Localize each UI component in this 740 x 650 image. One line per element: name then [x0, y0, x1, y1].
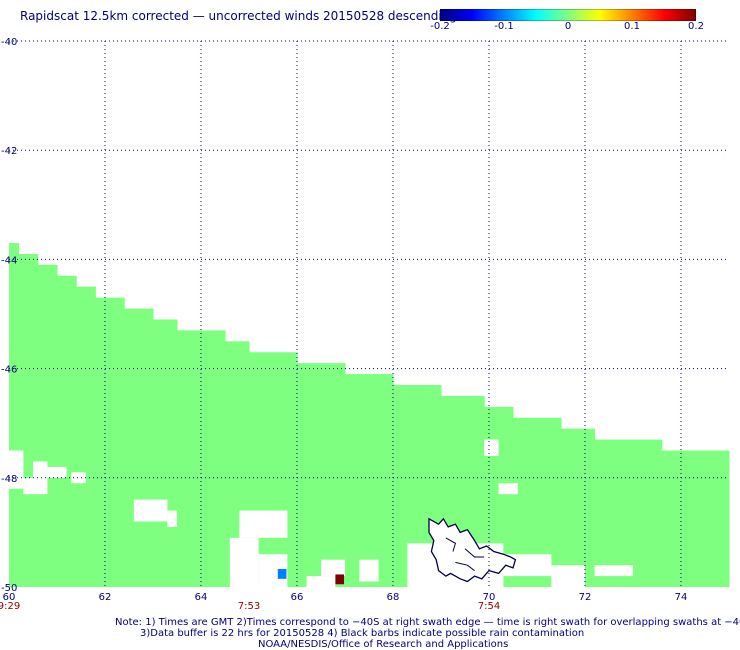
no-data-region	[229, 537, 259, 587]
no-data-region	[306, 576, 336, 587]
colorbar-labels: -0.2 -0.1 0 0.1 0.2	[420, 21, 720, 35]
no-data-region	[551, 565, 585, 587]
no-data-region	[167, 510, 177, 527]
x-tick-label: 62	[99, 592, 112, 603]
y-tick-label: -42	[1, 146, 17, 157]
swath-column	[153, 319, 178, 587]
axis-labels: 60 62 64 66 68 70 72 74 -40 -42 -44 -46 -48 -50 9:29 7:…	[0, 37, 687, 612]
colorbar-label: -0.1	[494, 21, 514, 32]
kerguelen-island-outline	[428, 517, 517, 583]
no-data-region	[23, 477, 48, 495]
colorbar	[440, 9, 696, 21]
time-label: 7:54	[478, 601, 500, 612]
swath-column	[9, 243, 20, 587]
island-inlet	[464, 548, 485, 558]
no-data-regions	[9, 439, 633, 587]
island-coastline	[428, 517, 517, 583]
x-tick-label: 64	[195, 592, 208, 603]
no-data-region	[47, 466, 67, 478]
x-tick-label: 72	[579, 592, 592, 603]
no-data-region	[133, 499, 168, 522]
x-tick-label: 68	[387, 592, 400, 603]
swath-coverage	[9, 243, 730, 587]
swath-column	[345, 374, 394, 587]
chart-title: Rapidscat 12.5km corrected — uncorrected…	[20, 9, 457, 23]
no-data-region	[484, 439, 499, 456]
y-tick-label: -40	[1, 37, 17, 48]
no-data-region	[33, 461, 48, 478]
colorbar-label: 0.2	[688, 21, 704, 32]
x-tick-label: 74	[675, 592, 688, 603]
swath-column	[124, 308, 154, 587]
no-data-region	[498, 483, 518, 495]
value-cell	[277, 568, 287, 579]
grid-lines	[9, 40, 729, 587]
colorbar-label: 0.1	[624, 21, 640, 32]
swath-column	[57, 275, 77, 587]
value-cells	[277, 568, 345, 585]
no-data-region	[321, 559, 345, 577]
swath-column	[37, 264, 58, 587]
colorbar-label: 0	[564, 21, 572, 32]
island-inlet	[455, 561, 475, 571]
no-data-region	[594, 565, 633, 577]
time-label: 7:53	[238, 601, 260, 612]
y-tick-label: -44	[1, 255, 17, 266]
note-line-3: NOAA/NESDIS/Office of Research and Appli…	[258, 639, 509, 650]
x-tick-label: 60	[3, 592, 16, 603]
swath-column	[18, 253, 39, 587]
no-data-region	[9, 461, 14, 489]
swath-column	[95, 297, 125, 587]
colorbar-gradient	[440, 9, 696, 21]
time-label: 9:29	[0, 601, 20, 612]
value-cell	[335, 574, 345, 585]
swath-column	[561, 428, 596, 587]
x-tick-label: 70	[483, 592, 496, 603]
note-line-2: 3)Data buffer is 22 hrs for 20150528 4) …	[140, 628, 585, 639]
note-line-1: Note: 1) Times are GMT 2)Times correspon…	[115, 617, 740, 628]
swath-column	[297, 363, 346, 587]
no-data-region	[359, 559, 379, 582]
no-data-region	[239, 510, 288, 538]
swath-column	[76, 286, 96, 587]
y-tick-label: -48	[1, 474, 17, 485]
y-tick-label: -46	[1, 365, 17, 376]
swath-column	[661, 450, 730, 587]
island-inlet	[445, 537, 456, 552]
x-tick-label: 66	[291, 592, 304, 603]
no-data-region	[71, 472, 86, 484]
swath-column	[594, 439, 663, 587]
colorbar-label: -0.2	[430, 21, 450, 32]
y-tick-label: -50	[1, 583, 17, 594]
